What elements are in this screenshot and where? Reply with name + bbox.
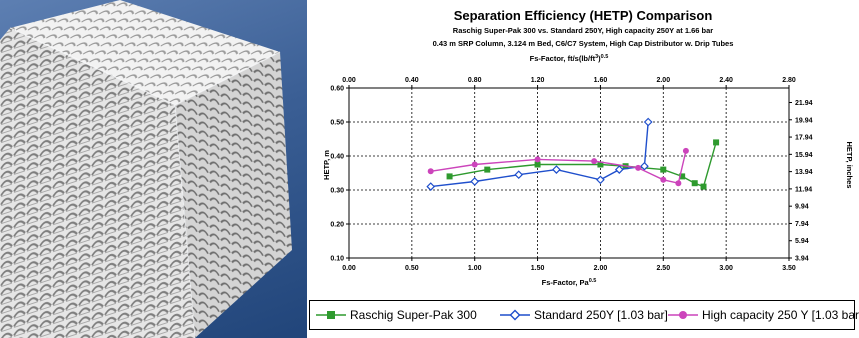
data-point: [514, 170, 524, 180]
data-point: [640, 161, 649, 171]
legend-item-super-pak: Raschig Super-Pak 300: [316, 307, 477, 323]
x-tick-label: 1.00: [468, 265, 482, 272]
legend-marker-diamond-icon: [500, 309, 530, 321]
grid-lines: [349, 88, 789, 258]
x-axis-label-text: Fs-Factor, Pa: [542, 278, 590, 287]
data-point: [552, 165, 561, 174]
data-point: [675, 180, 682, 187]
y2-tick-label: 21.94: [795, 100, 813, 107]
y2-tick-label: 5.94: [795, 238, 809, 245]
chart-subtitle-2: 0.43 m SRP Column, 3.124 m Bed, C6/C7 Sy…: [433, 39, 734, 48]
data-point: [691, 180, 698, 187]
data-point: [682, 147, 689, 154]
data-point: [534, 156, 541, 163]
y2-tick-label: 3.94: [795, 256, 809, 263]
y2-tick-label: 15.94: [795, 152, 813, 159]
data-point: [591, 158, 598, 165]
legend-label-super-pak: Raschig Super-Pak 300: [350, 308, 477, 322]
y2-tick-label: 17.94: [795, 135, 813, 142]
data-point: [426, 182, 436, 191]
x-tick-label: 3.00: [719, 265, 733, 272]
data-point: [446, 173, 453, 180]
legend-marker-square-icon: [316, 311, 346, 319]
x2-tick-label: 2.40: [719, 77, 733, 84]
data-point: [596, 175, 605, 185]
legend-marker-circle-icon: [668, 311, 698, 319]
data-point: [470, 177, 480, 186]
legend-item-standard: Standard 250Y [1.03 bar]: [500, 307, 668, 323]
legend-item-high-capacity: High capacity 250 Y [1.03 bar]: [668, 307, 859, 323]
x2-axis-label-sup: 3: [595, 54, 598, 60]
series-line: [449, 142, 717, 188]
legend-label-standard: Standard 250Y [1.03 bar]: [534, 308, 668, 322]
x2-tick-label: 1.60: [594, 77, 608, 84]
y2-axis-label: HETP, inches: [845, 142, 854, 189]
x-axis-label-sup: 0.5: [589, 278, 597, 284]
y-tick-label: 0.30: [330, 188, 344, 195]
y2-tick-label: 19.94: [795, 117, 813, 124]
chart-canvas: Separation Efficiency (HETP) Comparison …: [322, 8, 854, 287]
y-axis-label: HETP, m: [322, 150, 331, 180]
x-tick-label: 0.50: [405, 265, 419, 272]
tick-labels: 0.00 0.50 1.00 1.50 2.00 2.50 3.00 3.50 0.10 0.20…: [330, 77, 812, 272]
data-point: [614, 165, 624, 174]
x2-tick-label: 0.80: [468, 77, 482, 84]
data-point: [700, 183, 707, 190]
y2-tick-label: 11.94: [795, 186, 812, 193]
data-point: [471, 161, 478, 168]
data-point: [597, 161, 604, 168]
plot-frame: [348, 87, 790, 259]
data-point: [660, 166, 667, 173]
series-line: [430, 121, 649, 188]
x-tick-label: 3.50: [782, 265, 796, 272]
data-point: [713, 139, 720, 146]
x2-axis-label-text: Fs-Factor, ft/s(lb/ft: [530, 54, 596, 63]
chart-title: Separation Efficiency (HETP) Comparison: [454, 8, 713, 23]
y-tick-label: 0.50: [330, 120, 344, 127]
y-tick-label: 0.20: [330, 222, 344, 229]
x-tick-label: 2.00: [594, 265, 608, 272]
x2-tick-label: 1.20: [531, 77, 545, 84]
hetp-chart: Separation Efficiency (HETP) Comparison …: [307, 0, 859, 338]
data-point: [643, 117, 653, 127]
data-point: [534, 161, 541, 168]
y2-tick-label: 13.94: [795, 169, 813, 176]
chart-subtitle-1: Raschig Super-Pak 300 vs. Standard 250Y,…: [453, 26, 713, 35]
x-tick-label: 2.50: [656, 265, 670, 272]
x-axis-label: Fs-Factor, Pa0.5: [542, 278, 597, 287]
x2-axis-label: Fs-Factor, ft/s(lb/ft3)0.5: [530, 54, 609, 63]
data-point: [660, 176, 667, 183]
chart-legend: Raschig Super-Pak 300 Standard 250Y [1.0…: [309, 300, 859, 330]
x2-tick-label: 0.40: [405, 77, 419, 84]
x2-axis-label-end: ): [598, 54, 601, 63]
data-series: [426, 117, 720, 191]
data-point: [484, 166, 491, 173]
data-point: [679, 173, 686, 180]
x2-tick-label: 2.00: [656, 77, 670, 84]
x2-axis-label-sup2: 0.5: [601, 54, 609, 60]
data-point: [427, 168, 434, 175]
y2-tick-label: 9.94: [795, 204, 809, 211]
y-tick-label: 0.10: [330, 256, 344, 263]
x-tick-label: 1.50: [531, 265, 545, 272]
legend-label-high-capacity: High capacity 250 Y [1.03 bar]: [702, 308, 859, 322]
packing-illustration: [0, 0, 292, 338]
y-tick-label: 0.60: [330, 86, 344, 93]
series-1: [426, 117, 653, 191]
x2-tick-label: 0.00: [342, 77, 356, 84]
chart-subtitle-2-text: 0.43 m SRP Column, 3.124 m Bed, C6/C7 Sy…: [433, 39, 734, 48]
series-2: [427, 147, 689, 187]
x2-tick-label: 2.80: [782, 77, 796, 84]
x-tick-label: 0.00: [342, 265, 356, 272]
data-point: [635, 164, 642, 171]
structured-packing-photo: [0, 0, 307, 338]
y2-tick-label: 7.94: [795, 221, 809, 228]
y-tick-label: 0.40: [330, 154, 344, 161]
